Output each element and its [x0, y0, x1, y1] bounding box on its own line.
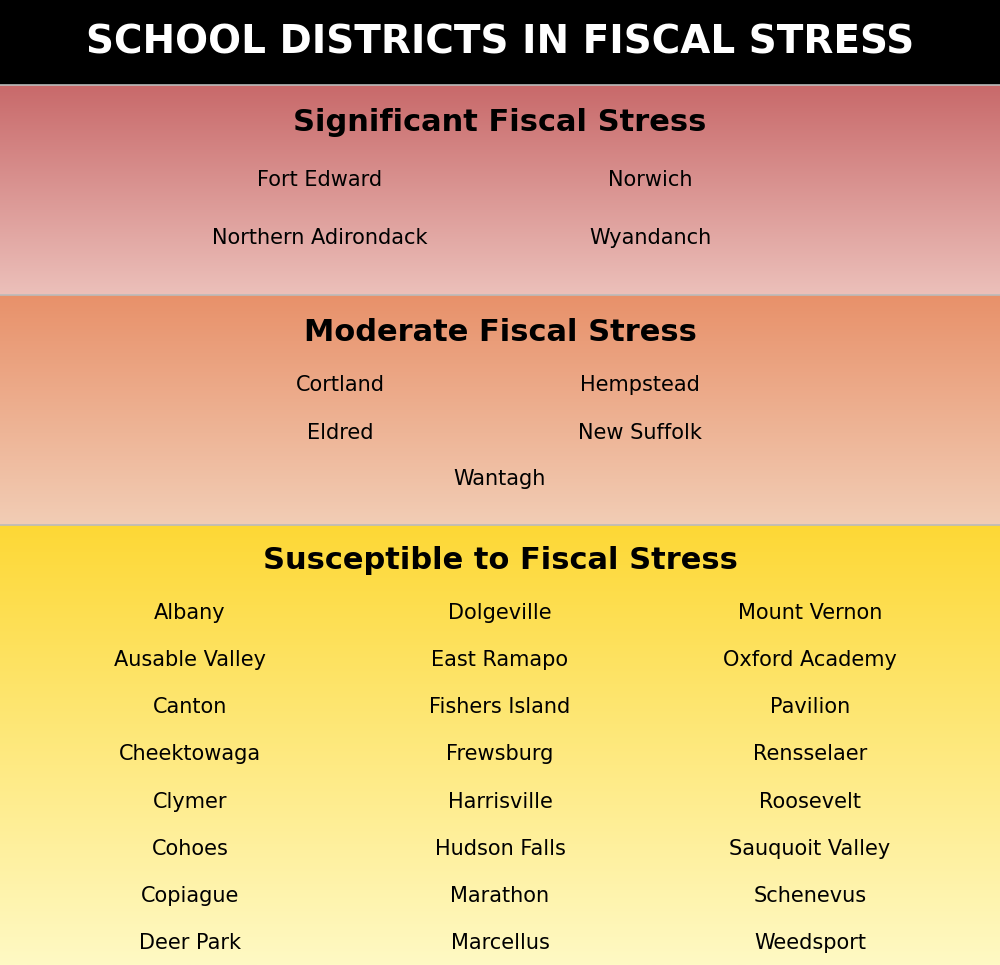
Text: Ausable Valley: Ausable Valley: [114, 650, 266, 670]
Text: Canton: Canton: [153, 698, 227, 717]
Text: Significant Fiscal Stress: Significant Fiscal Stress: [293, 108, 707, 137]
Text: Norwich: Norwich: [608, 170, 692, 189]
Text: Clymer: Clymer: [153, 791, 227, 812]
Text: Cortland: Cortland: [296, 374, 384, 395]
Text: New Suffolk: New Suffolk: [578, 423, 702, 443]
Text: Roosevelt: Roosevelt: [759, 791, 861, 812]
Text: Harrisville: Harrisville: [448, 791, 552, 812]
Text: Marcellus: Marcellus: [451, 933, 549, 953]
Text: Eldred: Eldred: [307, 423, 373, 443]
Text: Albany: Albany: [154, 603, 226, 623]
Text: Frewsburg: Frewsburg: [446, 744, 554, 764]
Text: Dolgeville: Dolgeville: [448, 603, 552, 623]
Text: East Ramapo: East Ramapo: [431, 650, 569, 670]
Text: Copiague: Copiague: [141, 886, 239, 906]
Text: Oxford Academy: Oxford Academy: [723, 650, 897, 670]
Text: Northern Adirondack: Northern Adirondack: [212, 229, 428, 249]
Text: Moderate Fiscal Stress: Moderate Fiscal Stress: [304, 317, 696, 346]
Text: Hempstead: Hempstead: [580, 374, 700, 395]
Text: Weedsport: Weedsport: [754, 933, 866, 953]
Text: Fort Edward: Fort Edward: [257, 170, 383, 189]
Text: Cohoes: Cohoes: [152, 839, 228, 859]
Text: Wyandanch: Wyandanch: [589, 229, 711, 249]
Text: Deer Park: Deer Park: [139, 933, 241, 953]
Text: SCHOOL DISTRICTS IN FISCAL STRESS: SCHOOL DISTRICTS IN FISCAL STRESS: [86, 23, 914, 62]
Text: Fishers Island: Fishers Island: [429, 698, 571, 717]
Text: Sauquoit Valley: Sauquoit Valley: [729, 839, 891, 859]
Text: Marathon: Marathon: [450, 886, 550, 906]
Text: Pavilion: Pavilion: [770, 698, 850, 717]
Text: Hudson Falls: Hudson Falls: [435, 839, 565, 859]
Text: Wantagh: Wantagh: [454, 469, 546, 489]
Text: Schenevus: Schenevus: [753, 886, 867, 906]
Text: Cheektowaga: Cheektowaga: [119, 744, 261, 764]
Text: Susceptible to Fiscal Stress: Susceptible to Fiscal Stress: [263, 545, 737, 575]
Text: Mount Vernon: Mount Vernon: [738, 603, 882, 623]
Text: Rensselaer: Rensselaer: [753, 744, 867, 764]
